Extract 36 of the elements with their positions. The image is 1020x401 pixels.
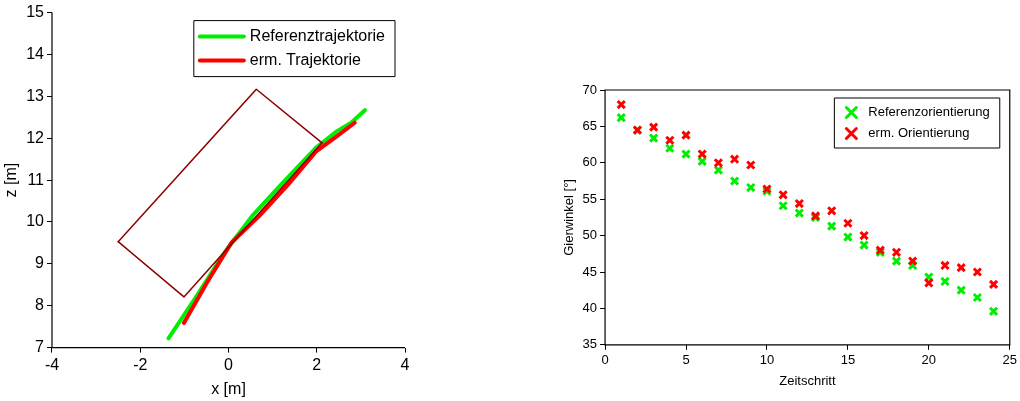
y-tick-label: 55 (582, 190, 598, 206)
y-tick-label: 7 (35, 338, 45, 356)
x-tick-label: 5 (682, 352, 690, 368)
x-axis-title: x [m] (211, 379, 246, 397)
x-tick-label: 2 (312, 355, 322, 373)
y-tick-label: 40 (582, 299, 598, 315)
x-tick-label: -2 (133, 355, 148, 373)
x-tick-label: 10 (759, 352, 775, 368)
x-tick-label: 0 (224, 355, 234, 373)
x-tick-label: 20 (921, 352, 937, 368)
x-tick-label: 25 (1002, 352, 1017, 368)
legend-label: Referenzorientierung (868, 104, 990, 120)
y-tick-label: 9 (35, 254, 45, 272)
x-axis-title: Zeitschritt (779, 372, 836, 388)
y-tick-label: 70 (582, 81, 598, 97)
legend-label: erm. Trajektorie (249, 51, 362, 69)
y-tick-label: 60 (582, 154, 598, 170)
y-tick-label: 45 (582, 263, 598, 279)
y-tick-label: 14 (26, 44, 45, 62)
y-tick-label: 15 (26, 3, 45, 21)
x-tick-label: 0 (601, 352, 609, 368)
y-tick-label: 50 (582, 227, 598, 243)
y-tick-label: 13 (26, 86, 45, 104)
x-tick-label: 15 (840, 352, 856, 368)
legend-label: erm. Orientierung (868, 125, 970, 141)
y-axis-title: z [m] (2, 162, 20, 198)
y-tick-label: 65 (582, 117, 598, 133)
y-axis-title: Gierwinkel [°] (561, 179, 577, 256)
y-tick-label: 11 (27, 170, 45, 188)
y-tick-label: 35 (582, 336, 598, 352)
y-tick-label: 8 (35, 296, 45, 314)
x-tick-label: 4 (400, 355, 410, 373)
x-tick-label: -4 (44, 355, 60, 373)
legend-label: Referenztrajektorie (249, 27, 386, 45)
y-tick-label: 12 (26, 128, 45, 146)
y-tick-label: 10 (26, 212, 45, 230)
